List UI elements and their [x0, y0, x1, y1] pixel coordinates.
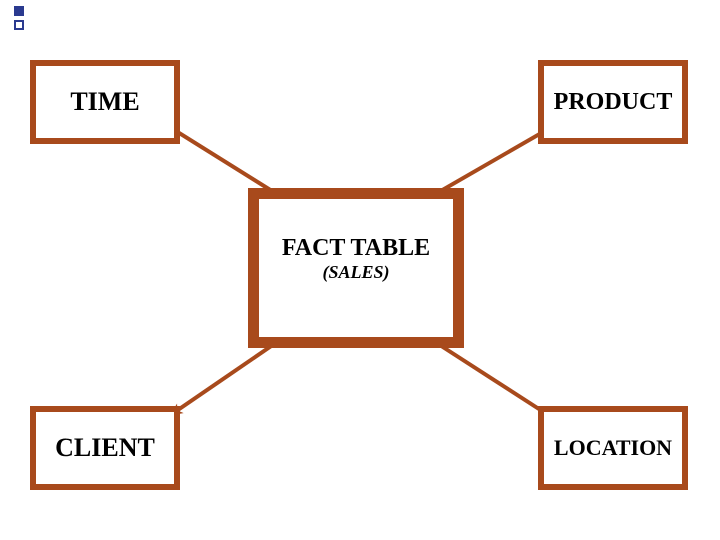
- time-box: TIME: [30, 60, 180, 144]
- location-box: LOCATION: [538, 406, 688, 490]
- fact-table-title: FACT TABLE: [282, 235, 430, 262]
- time-label: TIME: [70, 87, 139, 117]
- location-label: LOCATION: [554, 435, 672, 461]
- corner-bullets: [14, 6, 24, 30]
- fact-table-box: FACT TABLE (SALES): [248, 188, 464, 348]
- product-box: PRODUCT: [538, 60, 688, 144]
- fact-table-subtitle: (SALES): [322, 262, 389, 283]
- bullet-outline: [14, 20, 24, 30]
- client-label: CLIENT: [55, 433, 155, 463]
- product-label: PRODUCT: [554, 89, 673, 116]
- bullet-filled: [14, 6, 24, 16]
- client-box: CLIENT: [30, 406, 180, 490]
